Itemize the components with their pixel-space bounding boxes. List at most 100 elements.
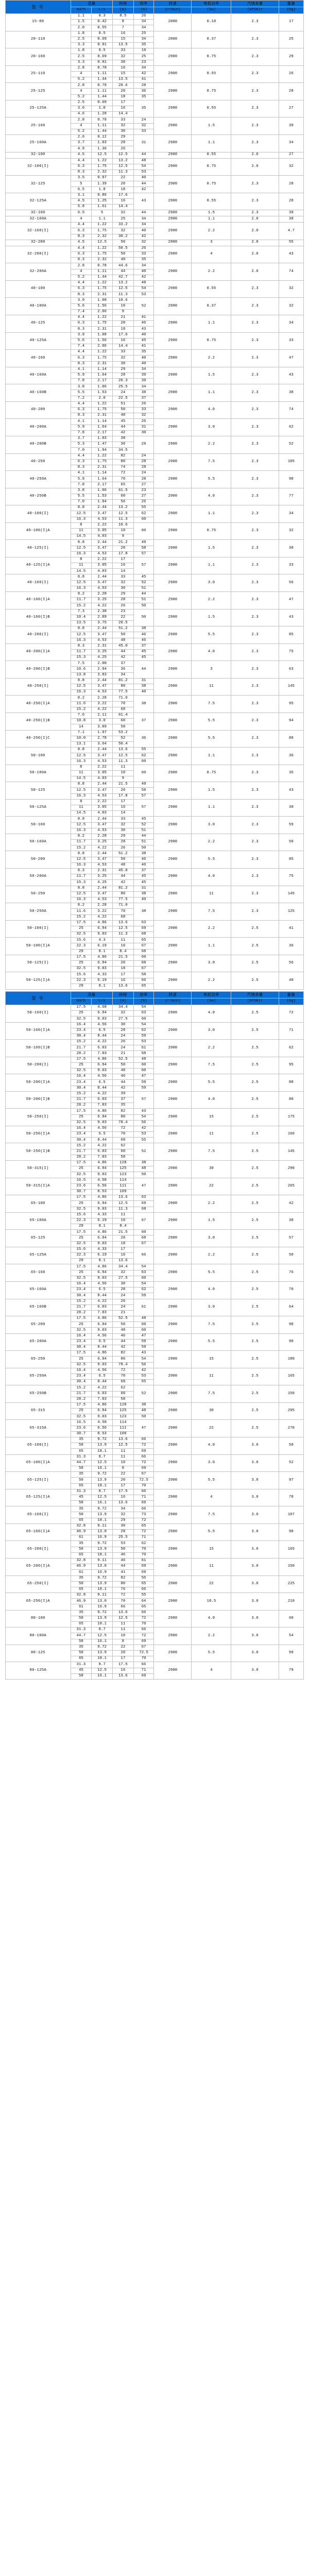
cell-head: 34.4 <box>112 1264 134 1270</box>
table-row: 40-100(I) 8.8 2.44 13.2 55 2900 1.1 2.3 34 <box>5 505 304 523</box>
cell-power: 3.0 <box>191 1022 232 1040</box>
cell-flow-ls: 1.75 <box>91 355 113 362</box>
table-row: 6.3 1.75 80 28 <box>6 459 304 465</box>
table-row: 15.3 4.25 42 45 <box>6 655 304 662</box>
cell-efficiency: 38 <box>133 903 154 921</box>
cell-flow-m3h: 28.2 <box>70 1310 92 1317</box>
cell-model: 80-100A <box>5 1627 71 1645</box>
cell-flow-ls: 4.56 <box>91 1333 113 1340</box>
cell-model: 65-160B <box>5 1298 71 1317</box>
cell-flow-m3h: 31.3 <box>70 1662 92 1668</box>
cell-flow-m3h: 32.5 <box>70 1120 92 1126</box>
table-row: 32-160 6.5 5 32 44 2900 1.5 2.3 39 <box>5 210 304 217</box>
cell-head: 22 <box>112 1644 134 1651</box>
table-row: 4 1.11 44 40 <box>6 268 304 275</box>
cell-npsh: 2.3 <box>231 591 279 609</box>
cell-efficiency: 31 <box>133 885 154 892</box>
cell-npsh: 2.5 <box>231 1229 279 1247</box>
cell-power: 1.5 <box>191 608 232 627</box>
col-unit-ls: L/s <box>91 7 113 14</box>
cell-npsh: 2.5 <box>231 937 279 955</box>
table-row: 40-200 4.4 1.22 51 26 2900 4.0 2.3 74 <box>5 401 304 419</box>
cell-npsh: 2.5 <box>231 1350 279 1368</box>
cell-npsh: 2.3 <box>231 175 279 193</box>
cell-flow-m3h: 8.8 <box>70 626 92 633</box>
cell-flow-ls: 0.5 <box>91 30 113 37</box>
cell-flow-ls: 1.39 <box>91 181 113 188</box>
cell-flow-m3h: 32.5 <box>70 1172 92 1178</box>
cell-flow-m3h: 28.2 <box>70 1050 92 1057</box>
cell-efficiency: 23 <box>133 487 154 494</box>
cell-flow-m3h: 8.3 <box>70 292 92 298</box>
cell-flow-ls: 0.3 <box>91 13 113 20</box>
cell-speed: 2900 <box>153 1316 192 1334</box>
cell-npsh: 3.0 <box>231 1557 279 1576</box>
header-row-units: m3/h L/s (m) (%) (r/min) (kw) (NPSH)r (kg) <box>6 997 304 1005</box>
cell-head: 44 <box>112 1564 134 1570</box>
table-row: 65-250 17.5 4.86 82 43 2900 15 2.5 180 <box>5 1350 304 1368</box>
cell-efficiency: 54 <box>133 1264 154 1270</box>
cell-efficiency: 53 <box>133 1131 154 1138</box>
cell-flow-ls: 1.75 <box>91 286 113 293</box>
cell-weight: 180 <box>278 1350 304 1368</box>
col-unit-m3h: m3/h <box>70 997 92 1005</box>
cell-efficiency: 50 <box>133 608 154 627</box>
table-row: 11 3.05 10 <box>6 770 304 777</box>
cell-flow-ls: 3.25 <box>91 874 113 880</box>
cell-head: 28 <box>112 839 134 846</box>
cell-flow-ls: 2.08 <box>91 660 113 667</box>
cell-head: 8 <box>112 1465 134 1472</box>
cell-flow-ls: 6.19 <box>91 943 113 950</box>
cell-flow-ls: 13.9 <box>91 1477 113 1484</box>
cell-speed: 2900 <box>153 216 192 223</box>
cell-npsh: 2.5 <box>231 1419 279 1437</box>
cell-head: 80 <box>112 1581 134 1587</box>
table-row: 40-250(I)A 8.2 2.28 71.0 38 2900 7.5 2.3 95 <box>5 695 304 713</box>
cell-head: 14 <box>112 810 134 817</box>
cell-power: 2.2 <box>191 263 232 281</box>
cell-head: 80 <box>112 1114 134 1121</box>
cell-model: 32-100 <box>5 151 71 159</box>
cell-head: 11.3 <box>112 758 134 765</box>
cell-speed: 2900 <box>153 730 192 748</box>
cell-efficiency: 66 <box>133 1246 154 1265</box>
cell-flow-m3h: 7.1 <box>70 730 92 736</box>
cell-flow-m3h: 30.4 <box>70 1033 92 1040</box>
cell-model: 50-160(I) <box>5 1004 71 1023</box>
cell-efficiency: 59 <box>133 1344 154 1351</box>
cell-flow-ls: 2.06 <box>91 309 113 316</box>
table-row: 58 16.1 8 69 <box>6 1465 304 1472</box>
cell-speed: 2900 <box>153 643 192 662</box>
cell-flow-ls: 18.1 <box>91 1483 113 1489</box>
cell-weight: 54 <box>278 1627 304 1645</box>
cell-efficiency: 70 <box>133 1546 154 1553</box>
cell-head: 13.2 <box>112 280 134 287</box>
cell-weight: 38 <box>278 539 304 557</box>
cell-efficiency: 48 <box>133 280 154 287</box>
cell-flow-m3h: 50 <box>70 1581 92 1587</box>
cell-head: 17.5 <box>112 1488 134 1495</box>
cell-head: 34 <box>112 672 134 679</box>
cell-efficiency: 42 <box>133 1125 154 1132</box>
cell-flow-ls: 2.31 <box>91 464 113 471</box>
table-row: 30.4 8.44 42 59 <box>6 1344 304 1351</box>
cell-flow-ls: 6.03 <box>91 1148 113 1155</box>
cell-efficiency: 34 <box>133 263 154 269</box>
cell-model: 32-160A <box>5 216 71 223</box>
cell-flow-ls: 4.3 <box>91 937 113 944</box>
cell-flow-m3h: 8 <box>70 522 92 529</box>
cell-head: 58 <box>112 1154 134 1161</box>
cell-head: 20.5 <box>112 620 134 627</box>
cell-npsh: 2.5 <box>231 1125 279 1144</box>
cell-weight: 38 <box>278 216 304 223</box>
table-row: 4.6 1.28 14.4 <box>6 111 304 118</box>
table-row: 50-250(I) 17.5 4.86 82 43 2900 15 2.5 175 <box>5 1108 304 1126</box>
cell-head: 11.3 <box>112 292 134 298</box>
cell-speed: 2900 <box>153 1644 192 1663</box>
cell-flow-ls: 3.22 <box>91 908 113 915</box>
cell-head: 24 <box>112 389 134 396</box>
cell-npsh: 2.3 <box>231 522 279 540</box>
cell-flow-m3h: 3.3 <box>70 59 92 66</box>
cell-flow-m3h: 25 <box>70 1010 92 1017</box>
cell-model: 40-125A <box>5 332 71 350</box>
